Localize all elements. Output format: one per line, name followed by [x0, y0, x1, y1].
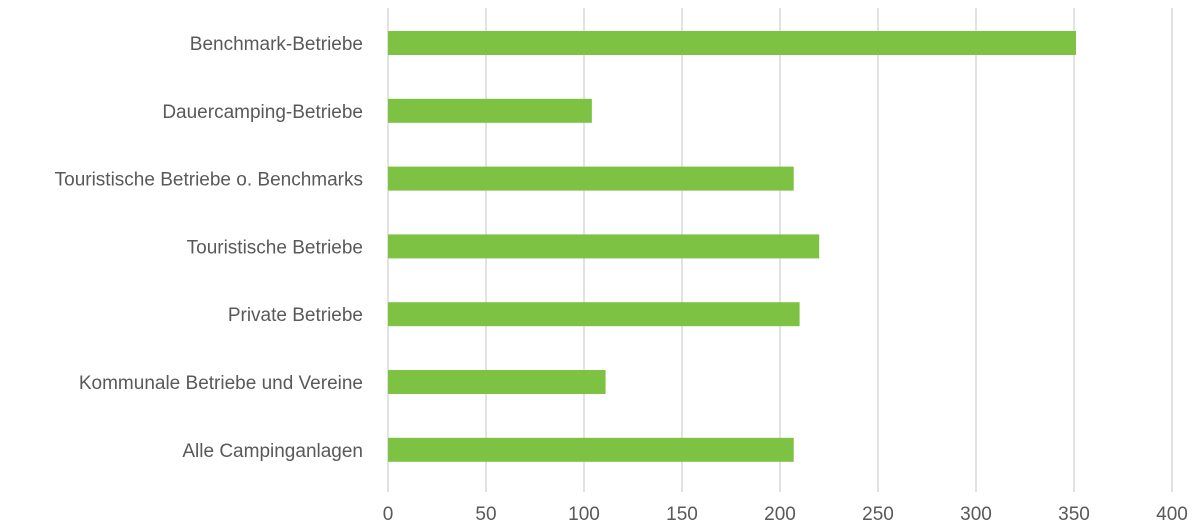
category-label: Dauercamping-Betriebe: [162, 102, 363, 123]
x-tick-label: 400: [1156, 504, 1188, 525]
category-label: Touristische Betriebe o. Benchmarks: [55, 170, 363, 191]
x-tick-labels: 0 50 100 150 200 250 300 350 400: [383, 504, 1188, 525]
x-tick-label: 350: [1058, 504, 1090, 525]
bar-1: [388, 31, 1076, 55]
bar-7: [388, 437, 794, 462]
category-label: Benchmark-Betriebe: [190, 34, 363, 55]
bars: [388, 31, 1076, 462]
bar-5: [388, 302, 800, 327]
x-tick-label: 150: [666, 504, 698, 525]
x-tick-label: 0: [383, 504, 394, 525]
x-tick-label: 200: [764, 504, 796, 525]
x-tick-label: 100: [568, 504, 600, 525]
bar-3: [388, 166, 794, 191]
category-label: Touristische Betriebe: [187, 237, 363, 258]
category-label: Private Betriebe: [228, 305, 363, 326]
bar-2: [388, 98, 592, 123]
x-tick-label: 50: [475, 504, 496, 525]
bar-4: [388, 234, 820, 259]
bar-6: [388, 370, 606, 394]
x-tick-label: 250: [862, 504, 894, 525]
category-label: Kommunale Betriebe und Vereine: [79, 373, 363, 394]
x-tick-label: 300: [960, 504, 992, 525]
category-label: Alle Campinganlagen: [182, 441, 363, 462]
category-labels: Benchmark-Betriebe Dauercamping-Betriebe T…: [55, 34, 363, 462]
